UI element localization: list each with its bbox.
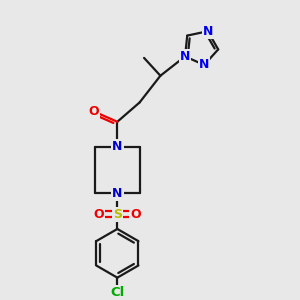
Text: O: O: [88, 105, 99, 118]
Text: N: N: [112, 187, 122, 200]
Text: N: N: [112, 140, 122, 154]
Text: O: O: [130, 208, 141, 220]
Text: N: N: [199, 58, 209, 71]
Text: O: O: [94, 208, 104, 220]
Text: Cl: Cl: [110, 286, 124, 299]
Text: N: N: [180, 50, 190, 63]
Text: N: N: [202, 25, 213, 38]
Text: S: S: [113, 208, 122, 220]
